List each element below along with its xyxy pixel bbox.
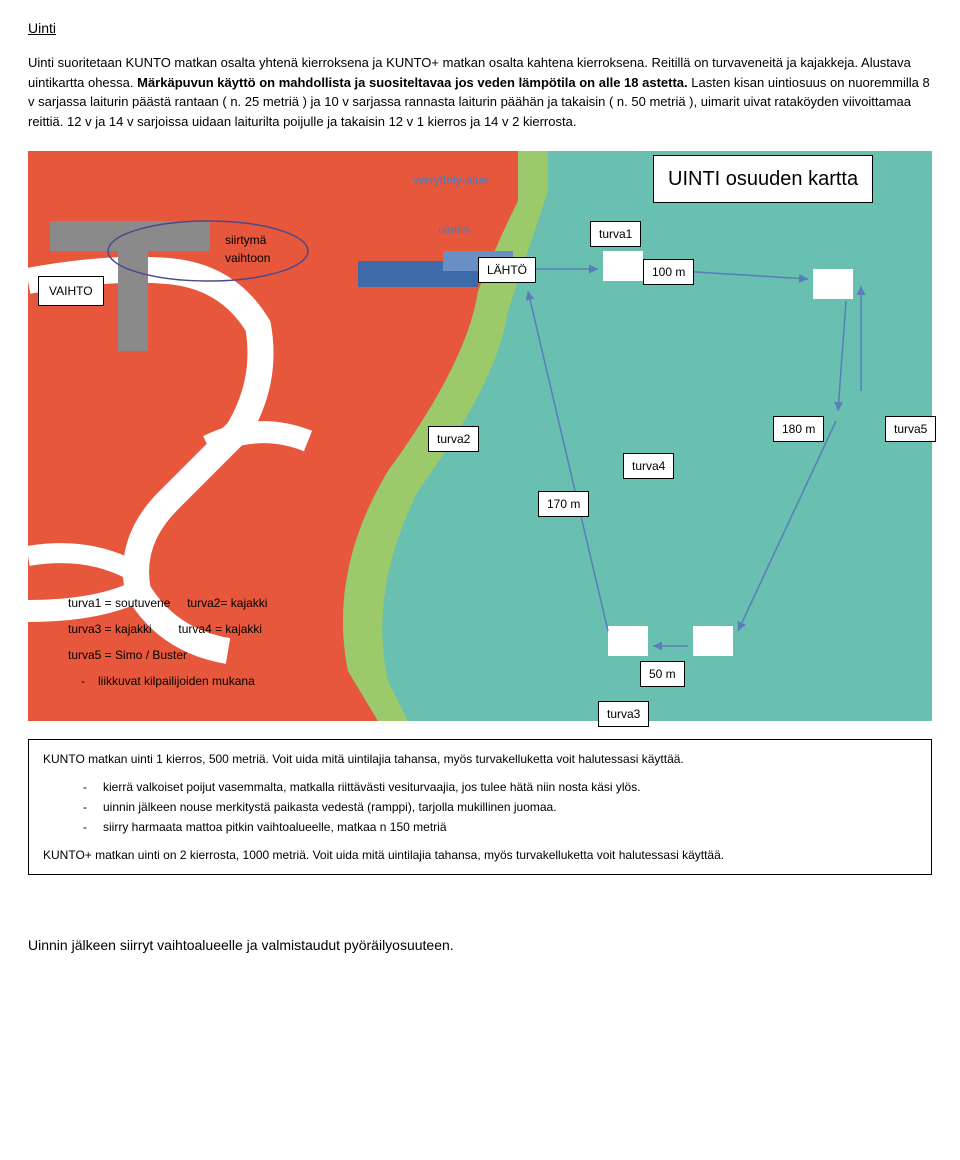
bullet-list: -kierrä valkoiset poijut vasemmalta, mat…	[83, 778, 917, 836]
vaihto-label: VAIHTO	[38, 276, 104, 306]
d170-label: 170 m	[538, 491, 589, 517]
intro-bold: Märkäpuvun käyttö on mahdollista ja suos…	[137, 75, 688, 90]
legend-2a: turva3 = kajakki	[68, 622, 152, 636]
legend-4: liikkuvat kilpailijoiden mukana	[98, 674, 255, 688]
info-box: KUNTO matkan uinti 1 kierros, 500 metriä…	[28, 739, 932, 875]
turva2-label: turva2	[428, 426, 479, 452]
d180-label: 180 m	[773, 416, 824, 442]
legend-1b: turva2= kajakki	[187, 596, 267, 610]
map-title-label: UINTI osuuden kartta	[653, 155, 873, 203]
d50-label: 50 m	[640, 661, 685, 687]
swim-map: UINTI osuuden kartta verryttely-alue uin…	[28, 151, 932, 721]
verryttely-label: verryttely-alue	[413, 171, 488, 189]
uintiin-label: uintiin	[438, 221, 469, 239]
d100-label: 100 m	[643, 259, 694, 285]
siirtyma-label: siirtymä vaihtoon	[225, 231, 270, 267]
bullet-3: siirry harmaata mattoa pitkin vaihtoalue…	[103, 820, 447, 834]
page-title: Uinti	[28, 18, 932, 39]
intro-paragraph: Uinti suoritetaan KUNTO matkan osalta yh…	[28, 53, 932, 131]
turva4-label: turva4	[623, 453, 674, 479]
legend-3: turva5 = Simo / Buster	[68, 643, 267, 667]
bullet-1: kierrä valkoiset poijut vasemmalta, matk…	[103, 780, 641, 794]
turva3-label: turva3	[598, 701, 649, 727]
legend-2b: turva4 = kajakki	[178, 622, 262, 636]
footer-line: Uinnin jälkeen siirryt vaihtoalueelle ja…	[28, 935, 932, 956]
lahto-label: LÄHTÖ	[478, 257, 536, 283]
bullet-2: uinnin jälkeen nouse merkitystä paikasta…	[103, 800, 557, 814]
turva5-label: turva5	[885, 416, 936, 442]
kunto-head: KUNTO matkan uinti 1 kierros, 500 metriä…	[43, 750, 917, 768]
kuntoplus-line: KUNTO+ matkan uinti on 2 kierrosta, 1000…	[43, 846, 917, 864]
legend-box: turva1 = soutuvene turva2= kajakki turva…	[68, 591, 267, 695]
turva1-label: turva1	[590, 221, 641, 247]
legend-1a: turva1 = soutuvene	[68, 596, 170, 610]
